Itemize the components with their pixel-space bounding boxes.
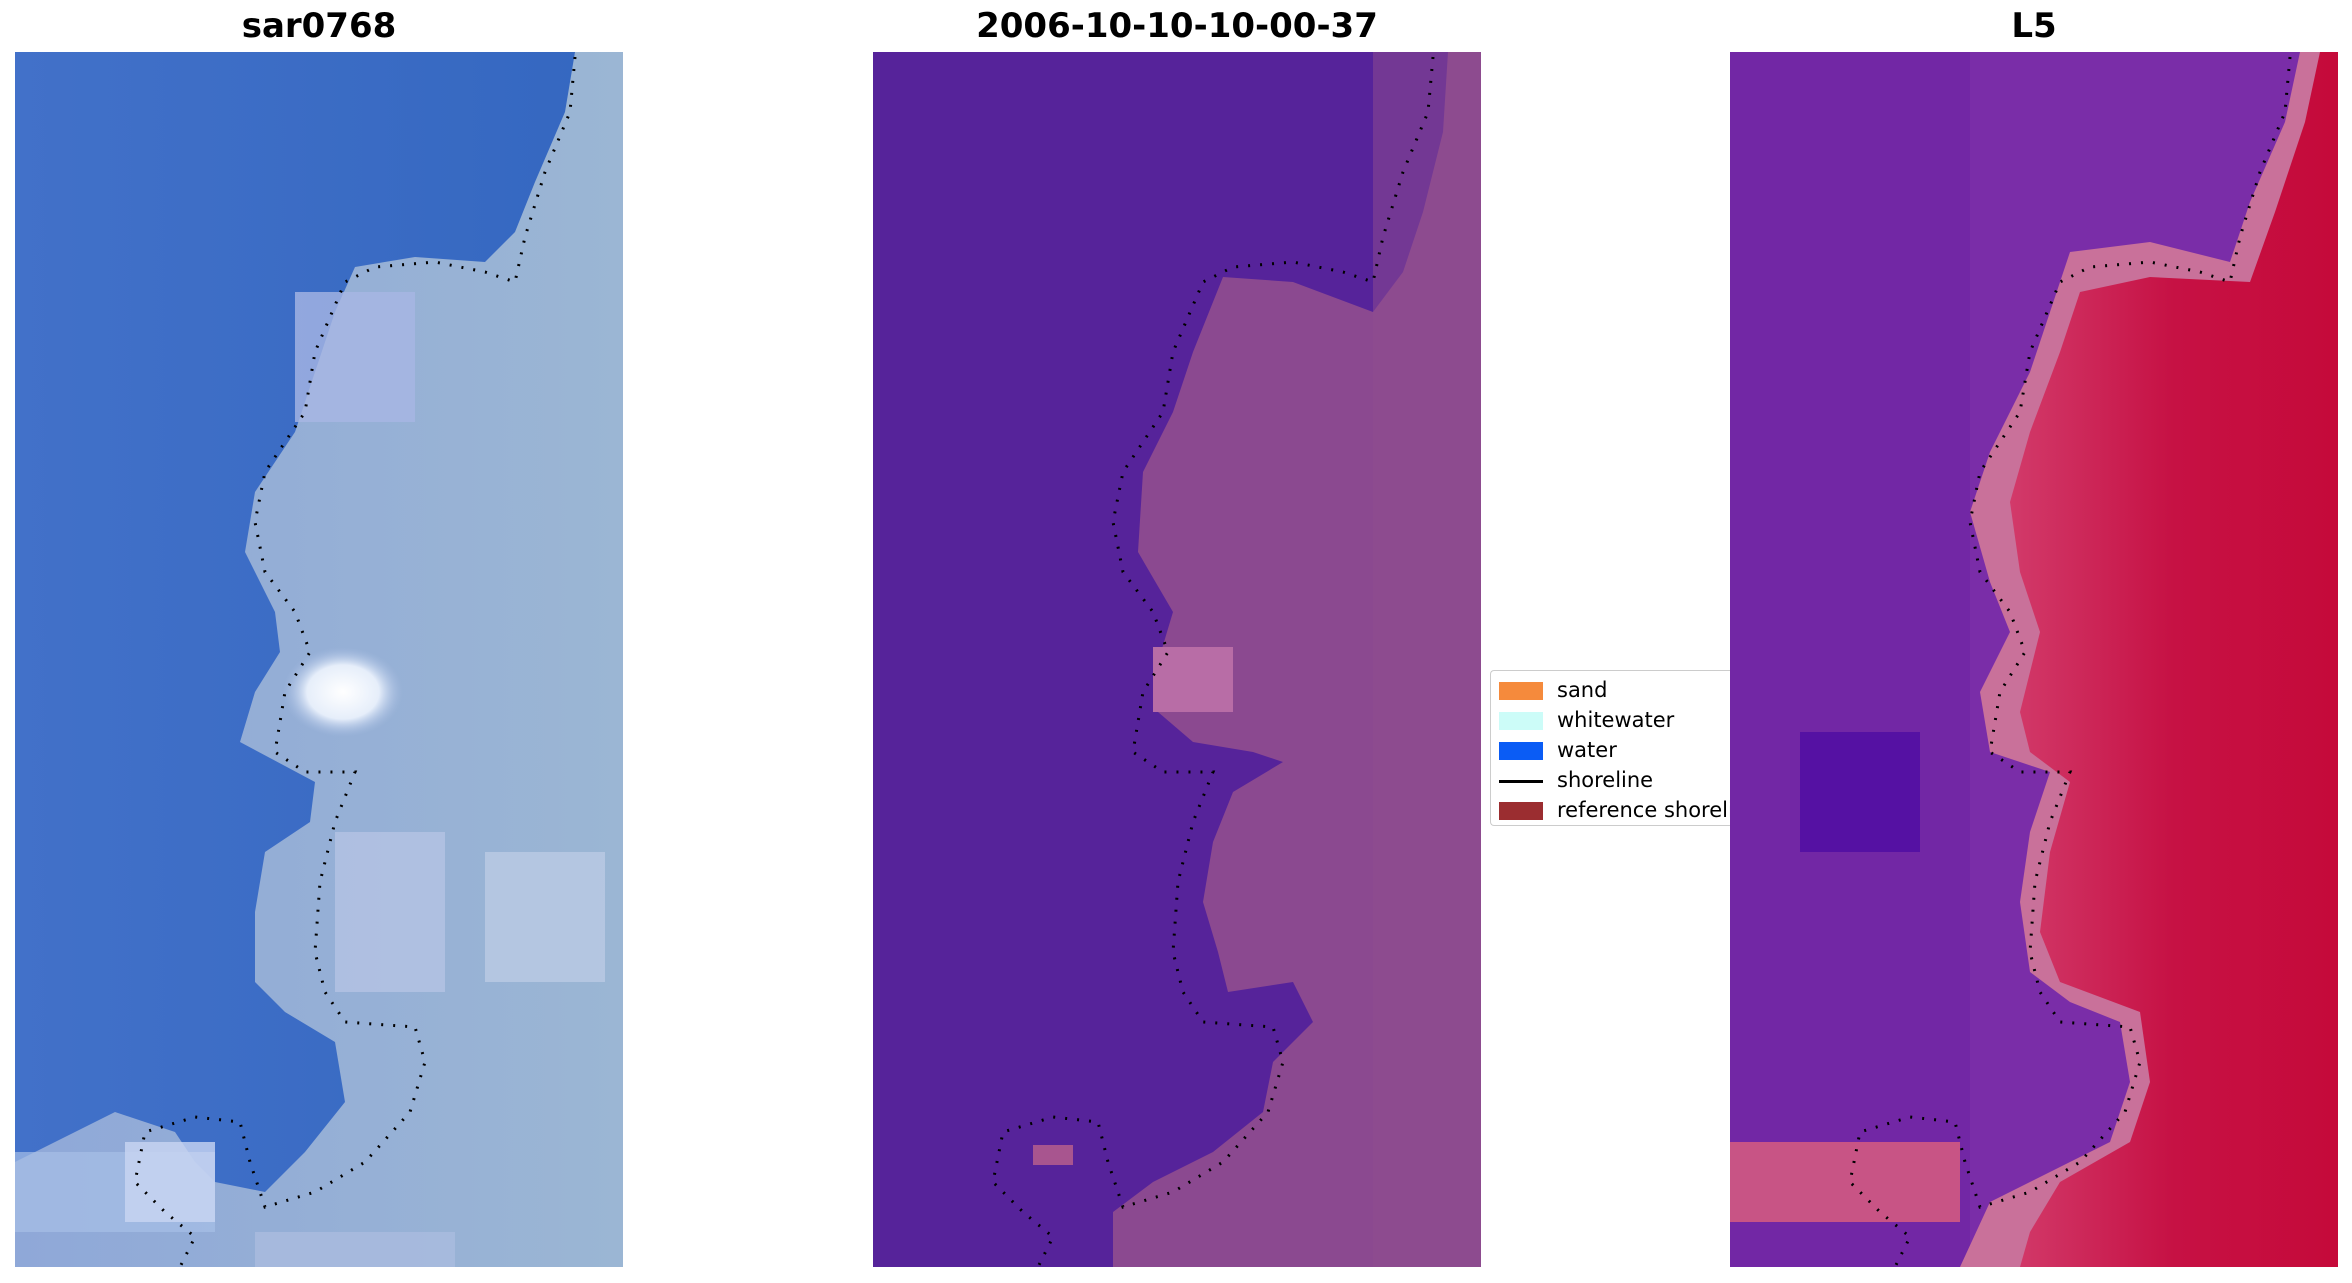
- legend-item-reference-shoreline: reference shoreline: [1491, 795, 1730, 825]
- legend-label: whitewater: [1557, 708, 1675, 732]
- index-image: [1730, 52, 2338, 1267]
- index-image-panel: [1730, 52, 2338, 1267]
- classified-image: [873, 52, 1481, 1267]
- legend-label: shoreline: [1557, 768, 1654, 792]
- classified-image-panel: [873, 52, 1481, 1267]
- panel-title-date: 2006-10-10-10-00-37: [976, 6, 1378, 46]
- legend-item-shoreline: shoreline: [1491, 765, 1730, 795]
- whitewater-swatch: [1499, 712, 1543, 730]
- panel-title-satellite: L5: [2011, 6, 2057, 46]
- legend-label: sand: [1557, 678, 1608, 702]
- legend-label: water: [1557, 738, 1617, 762]
- sand-swatch: [1499, 682, 1543, 700]
- legend-item-whitewater: whitewater: [1491, 705, 1730, 735]
- legend-item-sand: sand: [1491, 675, 1730, 705]
- panel-title-rgb: sar0768: [241, 6, 397, 46]
- rgb-image-panel: [15, 52, 623, 1267]
- legend-label: reference shoreline: [1557, 798, 1730, 822]
- water-swatch: [1499, 742, 1543, 760]
- reference-shoreline-swatch: [1499, 802, 1543, 820]
- rgb-image: [15, 52, 623, 1267]
- shoreline-line-swatch: [1499, 780, 1543, 783]
- legend: sand whitewater water shoreline referenc…: [1490, 670, 1730, 826]
- legend-item-water: water: [1491, 735, 1730, 765]
